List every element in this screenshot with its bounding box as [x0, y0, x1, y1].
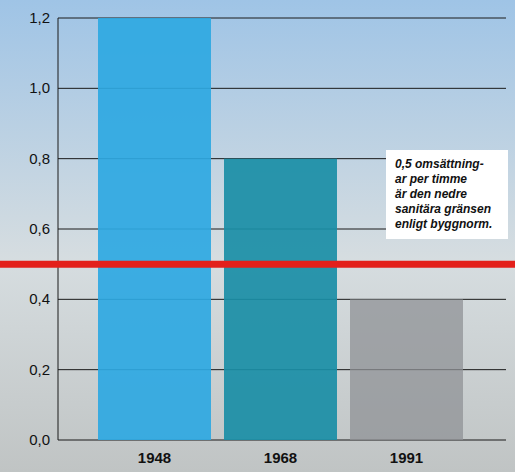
- bar: [224, 159, 337, 440]
- y-axis: [58, 18, 59, 440]
- tick-label: 1,2: [29, 9, 50, 26]
- bar: [98, 18, 211, 440]
- tick-label: 1,0: [29, 79, 50, 96]
- bar: [350, 299, 463, 440]
- category-label: 1968: [264, 449, 297, 466]
- annotation: ar per timme: [395, 172, 467, 186]
- annotation: 0,5 omsättning-: [395, 157, 484, 171]
- background: [0, 0, 515, 472]
- reference-line: [0, 261, 515, 268]
- tick-label: 0,0: [29, 431, 50, 448]
- chart: 0,0 0,2 0,4 0,6 0,8 1,0 1,2 1948 1968 1991 0,5 oms…: [0, 0, 515, 472]
- tick-label: 0,4: [29, 290, 50, 307]
- annotation: är den nedre: [395, 187, 467, 201]
- category-label: 1948: [138, 449, 171, 466]
- annotation-box: [386, 150, 508, 239]
- annotation: enligt byggnorm.: [395, 217, 492, 231]
- annotation: sanitära gränsen: [395, 202, 491, 216]
- tick-label: 0,8: [29, 150, 50, 167]
- tick-label: 0,6: [29, 220, 50, 237]
- tick-label: 0,2: [29, 361, 50, 378]
- category-label: 1991: [390, 449, 423, 466]
